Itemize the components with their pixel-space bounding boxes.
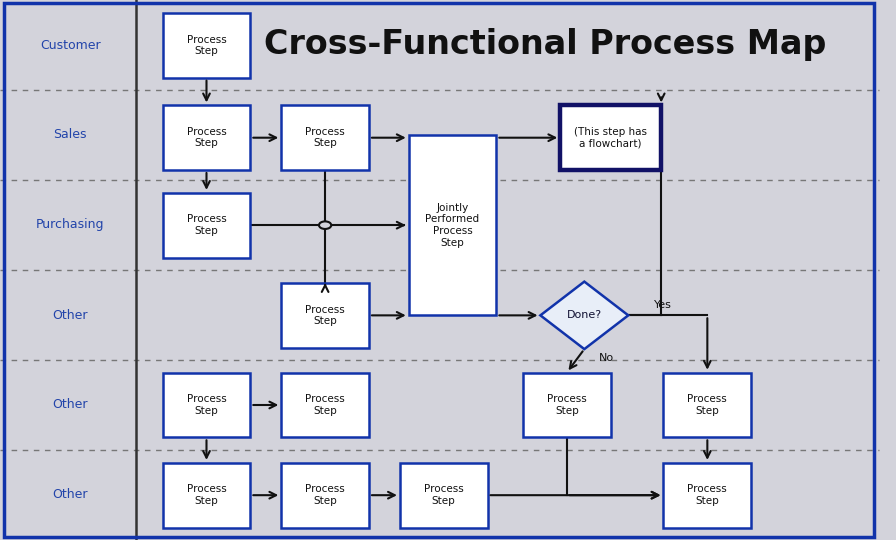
Text: Other: Other [53, 399, 88, 411]
Text: Process
Step: Process Step [306, 484, 345, 506]
FancyBboxPatch shape [663, 373, 751, 437]
Text: Process
Step: Process Step [306, 394, 345, 416]
Text: Process
Step: Process Step [306, 305, 345, 326]
FancyBboxPatch shape [162, 193, 250, 258]
FancyBboxPatch shape [162, 105, 250, 170]
Text: (This step has
a flowchart): (This step has a flowchart) [574, 127, 647, 148]
Text: Process
Step: Process Step [186, 214, 227, 236]
Text: Process
Step: Process Step [186, 484, 227, 506]
FancyBboxPatch shape [409, 135, 496, 315]
Text: Process
Step: Process Step [306, 127, 345, 148]
FancyBboxPatch shape [281, 373, 369, 437]
Text: Process
Step: Process Step [186, 394, 227, 416]
Text: Process
Step: Process Step [547, 394, 587, 416]
FancyBboxPatch shape [523, 373, 611, 437]
Polygon shape [540, 282, 628, 349]
FancyBboxPatch shape [162, 463, 250, 528]
Circle shape [319, 221, 332, 229]
FancyBboxPatch shape [400, 463, 487, 528]
FancyBboxPatch shape [663, 463, 751, 528]
Text: Process
Step: Process Step [186, 127, 227, 148]
FancyBboxPatch shape [281, 283, 369, 348]
FancyBboxPatch shape [162, 373, 250, 437]
Text: Purchasing: Purchasing [36, 218, 105, 232]
FancyBboxPatch shape [560, 105, 661, 170]
Text: Process
Step: Process Step [424, 484, 463, 506]
FancyBboxPatch shape [162, 13, 250, 78]
Text: Sales: Sales [54, 129, 87, 141]
Text: Cross-Functional Process Map: Cross-Functional Process Map [263, 28, 826, 62]
Text: No: No [599, 353, 614, 363]
Text: Customer: Customer [40, 38, 100, 52]
Text: Other: Other [53, 308, 88, 322]
Text: Process
Step: Process Step [687, 484, 728, 506]
Text: Yes: Yes [654, 300, 672, 309]
Text: Done?: Done? [567, 310, 602, 320]
FancyBboxPatch shape [281, 463, 369, 528]
Text: Other: Other [53, 488, 88, 502]
FancyBboxPatch shape [281, 105, 369, 170]
Text: Process
Step: Process Step [186, 35, 227, 56]
Text: Process
Step: Process Step [687, 394, 728, 416]
Text: Jointly
Performed
Process
Step: Jointly Performed Process Step [426, 203, 479, 247]
